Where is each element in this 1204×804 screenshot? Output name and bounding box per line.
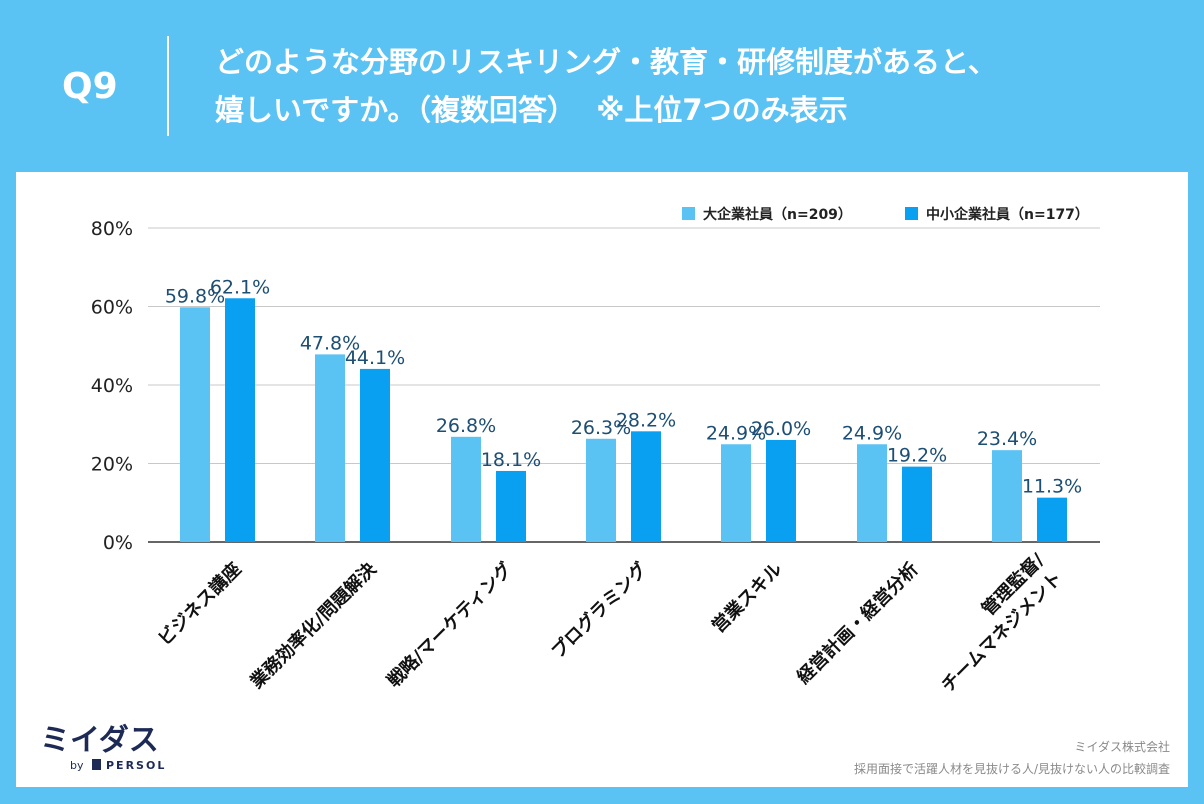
y-tick-label: 0% (103, 532, 133, 554)
x-tick-label: 経営計画・経営分析 (792, 558, 922, 688)
legend-label: 中小企業社員（n=177） (926, 206, 1089, 223)
source-survey: 採用面接で活躍人材を見抜ける人/見抜けない人の比較調査 (853, 762, 1170, 776)
source-note: ミイダス株式会社 採用面接で活躍人材を見抜ける人/見抜けない人の比較調査 (854, 736, 1170, 780)
logo-persol: PERSOL (106, 759, 166, 772)
data-label: 26.8% (436, 415, 496, 437)
bar (225, 298, 255, 542)
question-title-line1: どのような分野のリスキリング・教育・研修制度があると、 (215, 45, 997, 79)
bar (902, 466, 932, 542)
data-label: 11.3% (1022, 476, 1082, 498)
data-label: 28.2% (616, 409, 676, 431)
data-label: 19.2% (887, 445, 947, 467)
data-label: 23.4% (977, 428, 1037, 450)
bar (992, 450, 1022, 542)
question-label: Q9 (62, 66, 118, 107)
legend-label: 大企業社員（n=209） (703, 206, 852, 223)
bar (766, 439, 796, 542)
bar (721, 444, 751, 542)
miidas-logo-mark: ミイダス by PERSOL (40, 723, 166, 772)
data-label: 24.9% (842, 422, 902, 444)
y-tick-label: 40% (91, 375, 133, 397)
x-tick-label: プログラミング (547, 558, 652, 663)
data-label: 18.1% (481, 449, 541, 471)
data-label: 24.9% (706, 422, 766, 444)
x-tick-label: 業務効率化/問題解決 (245, 557, 381, 693)
bar (360, 368, 390, 542)
x-tick-label: 戦略/マーケティング (383, 558, 517, 692)
legend-swatch (682, 207, 695, 220)
header: Q9 どのような分野のリスキリング・教育・研修制度があると、 嬉しいですか。（複… (0, 0, 1204, 170)
data-label: 47.8% (300, 332, 360, 354)
data-label: 26.0% (751, 418, 811, 440)
bar (1037, 497, 1067, 542)
brand-logo: ミイダス by PERSOL (40, 722, 220, 776)
legend-swatch (905, 207, 918, 220)
bar (451, 436, 481, 542)
bar (586, 438, 616, 542)
data-label: 44.1% (345, 347, 405, 369)
x-tick-label: 営業スキル (707, 558, 786, 637)
bar (631, 431, 661, 542)
y-tick-label: 80% (91, 218, 133, 240)
question-title-line2: 嬉しいですか。（複数回答） ※上位7つのみ表示 (215, 93, 848, 127)
source-company: ミイダス株式会社 (1074, 740, 1170, 754)
data-label: 62.1% (210, 276, 270, 298)
logo-text: ミイダス (40, 723, 159, 758)
header-divider (167, 36, 169, 136)
bar (180, 307, 210, 542)
logo-by: by (70, 759, 84, 772)
bar (496, 470, 526, 542)
bar (857, 444, 887, 542)
y-tick-label: 60% (91, 297, 133, 319)
y-tick-label: 20% (91, 454, 133, 476)
bar (315, 354, 345, 542)
question-title: どのような分野のリスキリング・教育・研修制度があると、 嬉しいですか。（複数回答… (215, 38, 1175, 134)
persol-icon (92, 759, 101, 770)
x-tick-label: ビジネス講座 (154, 558, 246, 650)
data-label: 59.8% (165, 285, 225, 307)
data-label: 26.3% (571, 417, 631, 439)
